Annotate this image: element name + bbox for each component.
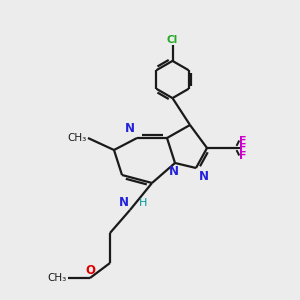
Text: N: N	[118, 196, 128, 208]
Text: O: O	[85, 264, 96, 277]
Text: F: F	[238, 151, 246, 160]
Text: F: F	[238, 136, 246, 146]
Text: N: N	[124, 122, 135, 135]
Text: N: N	[198, 169, 208, 182]
Text: Cl: Cl	[167, 35, 178, 45]
Text: N: N	[169, 165, 178, 178]
Text: CH₃: CH₃	[67, 133, 86, 143]
Text: H: H	[138, 199, 147, 208]
Text: CH₃: CH₃	[47, 273, 66, 283]
Text: F: F	[238, 143, 246, 153]
